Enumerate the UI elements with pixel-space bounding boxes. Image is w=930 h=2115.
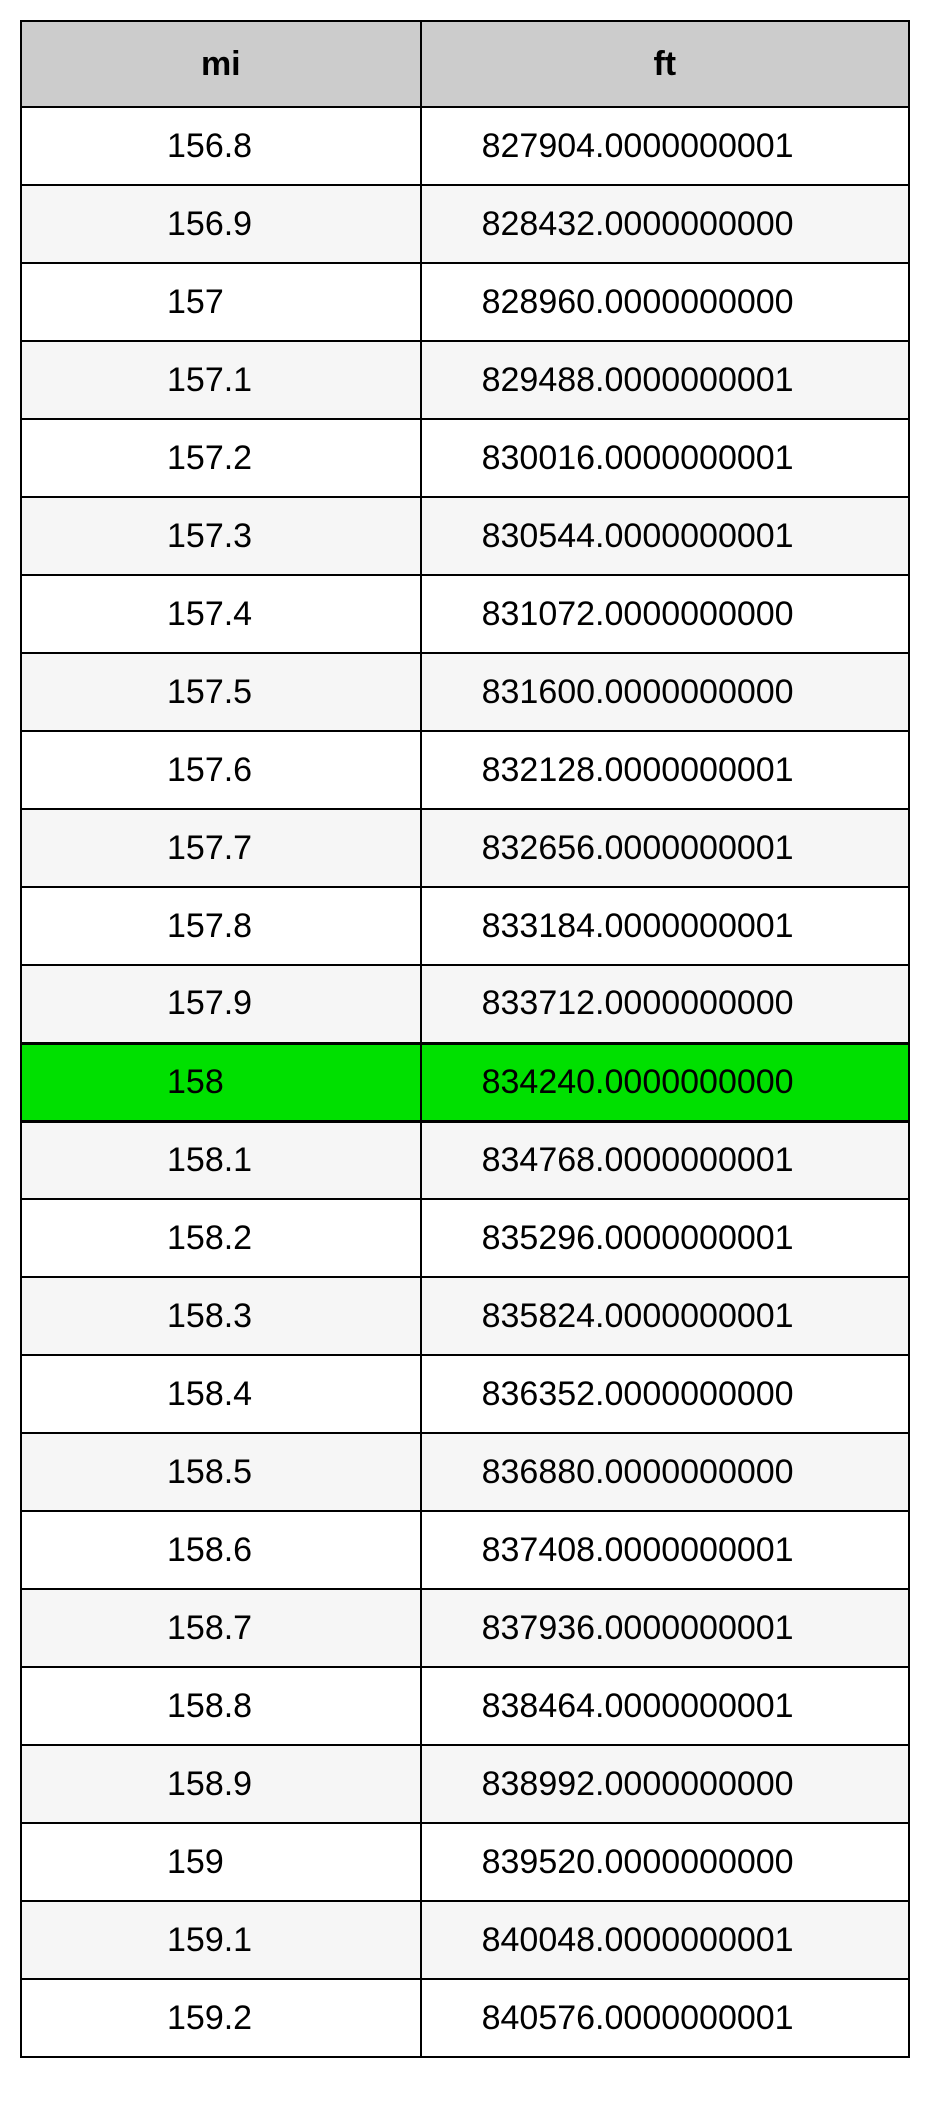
cell-ft: 827904.0000000001	[421, 107, 909, 185]
cell-mi: 158.9	[21, 1745, 421, 1823]
cell-ft: 829488.0000000001	[421, 341, 909, 419]
table-row: 158.8838464.0000000001	[21, 1667, 909, 1745]
cell-mi: 158.7	[21, 1589, 421, 1667]
table-row: 157.7832656.0000000001	[21, 809, 909, 887]
table-row: 157.8833184.0000000001	[21, 887, 909, 965]
cell-ft: 833712.0000000000	[421, 965, 909, 1043]
table-body: 156.8827904.0000000001156.9828432.000000…	[21, 107, 909, 2057]
cell-mi: 158.2	[21, 1199, 421, 1277]
table-row: 157828960.0000000000	[21, 263, 909, 341]
cell-ft: 840048.0000000001	[421, 1901, 909, 1979]
cell-ft: 836880.0000000000	[421, 1433, 909, 1511]
table-row: 158.2835296.0000000001	[21, 1199, 909, 1277]
cell-ft: 830544.0000000001	[421, 497, 909, 575]
cell-mi: 157.3	[21, 497, 421, 575]
cell-ft: 833184.0000000001	[421, 887, 909, 965]
cell-ft: 835824.0000000001	[421, 1277, 909, 1355]
cell-mi: 157.8	[21, 887, 421, 965]
cell-mi: 158.8	[21, 1667, 421, 1745]
cell-mi: 158.3	[21, 1277, 421, 1355]
cell-mi: 158.1	[21, 1121, 421, 1199]
table-row: 159839520.0000000000	[21, 1823, 909, 1901]
table-row: 158.4836352.0000000000	[21, 1355, 909, 1433]
cell-mi: 157.9	[21, 965, 421, 1043]
cell-ft: 840576.0000000001	[421, 1979, 909, 2057]
cell-mi: 156.8	[21, 107, 421, 185]
conversion-table: mi ft 156.8827904.0000000001156.9828432.…	[20, 20, 910, 2058]
table-row: 157.9833712.0000000000	[21, 965, 909, 1043]
cell-mi: 157.7	[21, 809, 421, 887]
cell-mi: 159	[21, 1823, 421, 1901]
table-row: 158.3835824.0000000001	[21, 1277, 909, 1355]
cell-mi: 158.4	[21, 1355, 421, 1433]
table-row: 156.9828432.0000000000	[21, 185, 909, 263]
table-header-row: mi ft	[21, 21, 909, 107]
cell-ft: 828432.0000000000	[421, 185, 909, 263]
table-row: 158.9838992.0000000000	[21, 1745, 909, 1823]
cell-ft: 831072.0000000000	[421, 575, 909, 653]
table-row: 158834240.0000000000	[21, 1043, 909, 1121]
column-header-mi: mi	[21, 21, 421, 107]
cell-ft: 837408.0000000001	[421, 1511, 909, 1589]
cell-ft: 828960.0000000000	[421, 263, 909, 341]
cell-ft: 838464.0000000001	[421, 1667, 909, 1745]
table-row: 157.2830016.0000000001	[21, 419, 909, 497]
table-row: 156.8827904.0000000001	[21, 107, 909, 185]
table-row: 158.7837936.0000000001	[21, 1589, 909, 1667]
cell-mi: 158	[21, 1043, 421, 1121]
cell-mi: 157.6	[21, 731, 421, 809]
table-row: 157.6832128.0000000001	[21, 731, 909, 809]
cell-ft: 838992.0000000000	[421, 1745, 909, 1823]
cell-mi: 157.1	[21, 341, 421, 419]
cell-ft: 831600.0000000000	[421, 653, 909, 731]
cell-ft: 834768.0000000001	[421, 1121, 909, 1199]
table-row: 157.3830544.0000000001	[21, 497, 909, 575]
table-row: 158.5836880.0000000000	[21, 1433, 909, 1511]
cell-mi: 158.5	[21, 1433, 421, 1511]
cell-ft: 832656.0000000001	[421, 809, 909, 887]
cell-ft: 830016.0000000001	[421, 419, 909, 497]
cell-mi: 157.4	[21, 575, 421, 653]
cell-ft: 832128.0000000001	[421, 731, 909, 809]
table-row: 158.1834768.0000000001	[21, 1121, 909, 1199]
cell-ft: 835296.0000000001	[421, 1199, 909, 1277]
cell-mi: 157.2	[21, 419, 421, 497]
table-row: 159.1840048.0000000001	[21, 1901, 909, 1979]
cell-mi: 159.1	[21, 1901, 421, 1979]
column-header-ft: ft	[421, 21, 909, 107]
cell-mi: 156.9	[21, 185, 421, 263]
table-row: 157.1829488.0000000001	[21, 341, 909, 419]
cell-mi: 159.2	[21, 1979, 421, 2057]
cell-mi: 157	[21, 263, 421, 341]
table-row: 157.4831072.0000000000	[21, 575, 909, 653]
cell-mi: 158.6	[21, 1511, 421, 1589]
table-row: 158.6837408.0000000001	[21, 1511, 909, 1589]
cell-ft: 837936.0000000001	[421, 1589, 909, 1667]
cell-mi: 157.5	[21, 653, 421, 731]
table-row: 159.2840576.0000000001	[21, 1979, 909, 2057]
cell-ft: 839520.0000000000	[421, 1823, 909, 1901]
cell-ft: 834240.0000000000	[421, 1043, 909, 1121]
cell-ft: 836352.0000000000	[421, 1355, 909, 1433]
table-row: 157.5831600.0000000000	[21, 653, 909, 731]
